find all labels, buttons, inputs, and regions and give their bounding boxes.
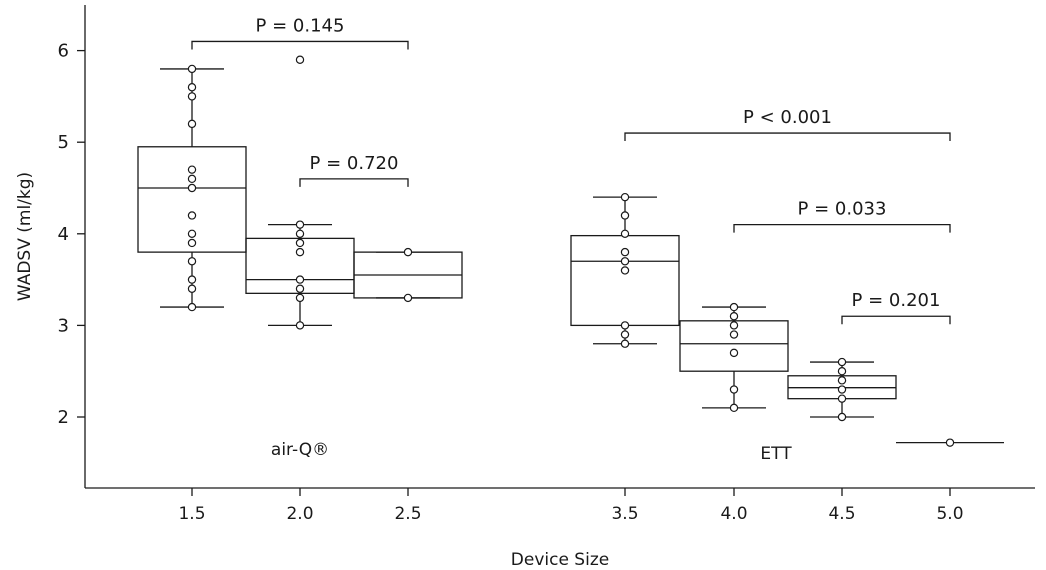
bracket-line — [841, 315, 951, 325]
data-point — [837, 376, 847, 385]
data-point — [295, 55, 305, 64]
box-2-5 — [353, 247, 463, 303]
p-value-label: P = 0.720 — [310, 153, 399, 174]
axes — [77, 5, 1035, 496]
y-tick-label: 6 — [58, 41, 69, 62]
data-point — [620, 192, 630, 202]
comparison-bracket — [624, 132, 951, 142]
data-point — [620, 321, 630, 330]
data-point — [187, 238, 197, 248]
data-point — [295, 275, 305, 284]
data-point — [295, 229, 305, 238]
data-point — [945, 438, 955, 447]
bracket-line — [624, 132, 951, 142]
group-label: air-Q® — [271, 440, 329, 460]
data-point — [729, 385, 739, 394]
data-point — [295, 247, 305, 257]
data-point — [187, 211, 197, 220]
data-point — [729, 403, 739, 413]
data-point — [295, 293, 305, 303]
data-point — [403, 293, 413, 303]
data-point — [620, 211, 630, 220]
data-point — [187, 257, 197, 266]
data-point — [295, 284, 305, 293]
box-iqr — [679, 320, 789, 372]
data-point — [187, 229, 197, 238]
chart-labels: 2 3 4 5 6 1.5 2.0 2.5 3.5 4.0 4.5 5.0 Device Size WAD… — [15, 15, 964, 570]
data-point — [187, 83, 197, 92]
data-point — [729, 330, 739, 339]
box-4-0 — [679, 302, 789, 413]
data-point — [837, 385, 847, 394]
comparison-bracket — [299, 178, 409, 187]
data-point — [187, 284, 197, 293]
group-label: ETT — [760, 444, 792, 464]
box-iqr — [137, 146, 247, 253]
data-point — [729, 312, 739, 321]
data-point — [729, 321, 739, 330]
x-tick-label: 4.0 — [720, 504, 747, 524]
x-tick-label: 5.0 — [936, 504, 963, 524]
data-point — [295, 321, 305, 330]
y-tick-label: 3 — [58, 315, 69, 336]
comparison-bracket — [841, 315, 951, 325]
data-point — [837, 357, 847, 367]
data-point — [837, 367, 847, 376]
data-point — [403, 247, 413, 257]
box-5-0 — [896, 438, 1004, 447]
box-2-0 — [245, 55, 355, 330]
x-tick-label: 2.5 — [394, 504, 421, 524]
bracket-line — [299, 178, 409, 187]
data-point — [620, 229, 630, 238]
x-tick-label: 4.5 — [828, 504, 855, 524]
data-point — [187, 302, 197, 312]
data-point — [295, 238, 305, 248]
data-point — [620, 339, 630, 348]
y-axis-title: WADSV (ml/kg) — [15, 172, 35, 301]
data-point — [837, 412, 847, 422]
data-point — [620, 266, 630, 275]
chart-marks — [137, 40, 1004, 447]
bracket-line — [191, 40, 409, 50]
data-point — [187, 119, 197, 129]
y-tick-label: 4 — [58, 224, 69, 245]
y-tick-label: 2 — [58, 407, 69, 428]
x-tick-label: 1.5 — [178, 504, 205, 524]
data-point — [295, 220, 305, 229]
p-value-label: P = 0.033 — [798, 199, 887, 220]
comparison-bracket — [191, 40, 409, 50]
box-3-5 — [570, 192, 680, 348]
p-value-label: P < 0.001 — [743, 107, 832, 128]
data-point — [620, 257, 630, 266]
comparison-bracket — [733, 223, 951, 233]
data-point — [729, 348, 739, 358]
data-point — [620, 247, 630, 257]
x-tick-label: 3.5 — [611, 504, 638, 524]
data-point — [837, 394, 847, 403]
p-value-label: P = 0.201 — [852, 290, 941, 311]
data-point — [620, 330, 630, 339]
x-axis-title: Device Size — [511, 550, 609, 570]
box-1-5 — [137, 64, 247, 312]
data-point — [729, 302, 739, 312]
box-4-5 — [787, 357, 897, 422]
data-point — [187, 92, 197, 101]
data-point — [187, 183, 197, 193]
data-point — [187, 165, 197, 174]
y-tick-label: 5 — [58, 132, 69, 153]
data-point — [187, 64, 197, 74]
data-point — [187, 275, 197, 284]
p-value-label: P = 0.145 — [256, 15, 345, 36]
data-point — [187, 174, 197, 184]
x-tick-label: 2.0 — [286, 504, 313, 524]
bracket-line — [733, 223, 951, 233]
